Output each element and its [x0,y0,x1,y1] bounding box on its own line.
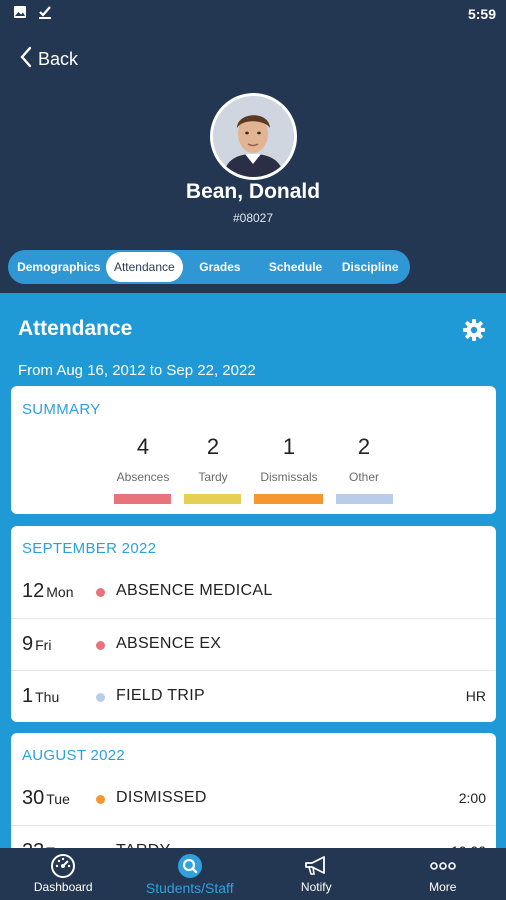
stat-bar-other [336,494,393,504]
stat-other[interactable]: 2 Other [334,434,394,484]
list-item[interactable]: 9 Fri ABSENCE EX [11,618,496,670]
status-dot [96,693,105,702]
row-day: 1 [22,685,34,707]
month-card-september: SEPTEMBER 2022 12 Mon ABSENCE MEDICAL 9 Fr… [11,526,496,722]
date-range: From Aug 16, 2012 to Sep 22, 2022 [18,362,256,379]
status-dot [96,588,105,597]
row-label: ABSENCE MEDICAL [116,582,273,599]
stat-value: 1 [282,434,296,459]
more-icon [380,852,506,880]
nav-students-staff[interactable]: Students/Staff [127,848,254,900]
row-date: 30 Tue [22,787,70,810]
row-day: 30 [22,787,45,809]
bottom-nav: Dashboard Students/Staff Notify More [0,848,506,900]
row-label: DISMISSED [116,789,207,806]
row-label: FIELD TRIP [116,687,205,704]
search-icon [127,852,254,880]
student-id: #08027 [232,211,274,225]
megaphone-icon [253,852,380,880]
summary-heading: SUMMARY [22,401,101,418]
list-item[interactable]: 12 Mon ABSENCE MEDICAL [11,566,496,618]
status-dot [96,641,105,650]
attendance-title: Attendance [18,317,133,340]
row-day: 9 [22,633,34,655]
stat-value: 2 [206,434,220,459]
student-name: Bean, Donald [185,180,321,203]
row-detail: HR [465,688,486,704]
month-heading: AUGUST 2022 [22,747,126,764]
nav-label: More [429,880,457,894]
tab-discipline[interactable]: Discipline [341,260,399,274]
tab-schedule[interactable]: Schedule [268,260,323,274]
stat-value: 2 [357,434,371,459]
row-date: 9 Fri [22,633,51,656]
status-dot [96,795,105,804]
image-icon [13,5,27,26]
tab-demographics[interactable]: Demographics [17,260,101,274]
nav-dashboard[interactable]: Dashboard [0,848,127,900]
profile-tabs: Demographics Attendance Grades Schedule … [8,250,410,284]
tab-grades[interactable]: Grades [199,260,241,274]
stat-bar-dismissals [254,494,323,504]
row-dow: Thu [35,689,60,705]
row-label: ABSENCE EX [116,635,222,652]
nav-label: Students/Staff [145,880,234,896]
row-day: 12 [22,580,45,602]
stat-dismissals[interactable]: 1 Dismissals [254,434,324,484]
stat-bar-tardy [184,494,241,504]
nav-more[interactable]: More [380,848,506,900]
stat-absences[interactable]: 4 Absences [113,434,173,484]
back-label: Back [38,49,79,69]
nav-label: Dashboard [33,880,93,894]
stat-bar-absences [114,494,171,504]
summary-card: SUMMARY 4 Absences 2 Tardy 1 Dismissals … [11,386,496,514]
dashboard-icon [0,852,127,880]
row-date: 1 Thu [22,685,59,708]
nav-label: Notify [300,880,332,894]
list-item[interactable]: 30 Tue DISMISSED 2:00 [11,773,496,825]
nav-notify[interactable]: Notify [253,848,380,900]
status-time: 5:59 [467,6,496,22]
stat-label: Tardy [198,470,228,484]
stat-label: Absences [116,470,170,484]
row-dow: Fri [35,637,52,653]
month-heading: SEPTEMBER 2022 [22,540,157,557]
checklist-icon [37,5,53,26]
profile-header: 5:59 Back Bean, Donald #08027 Demographi… [0,0,506,293]
row-dow: Mon [46,584,74,600]
status-bar: 5:59 [0,0,506,30]
row-date: 12 Mon [22,580,73,603]
gear-icon[interactable] [462,318,486,347]
chevron-left-icon [20,46,32,73]
stat-label: Dismissals [260,470,318,484]
stat-value: 4 [136,434,150,459]
avatar [210,93,297,180]
list-item[interactable]: 1 Thu FIELD TRIP HR [11,670,496,722]
row-dow: Tue [46,791,70,807]
tab-attendance[interactable]: Attendance [105,252,184,282]
back-button[interactable]: Back [20,46,78,73]
stat-label: Other [348,470,379,484]
stat-tardy[interactable]: 2 Tardy [183,434,243,484]
row-detail: 2:00 [458,790,486,806]
